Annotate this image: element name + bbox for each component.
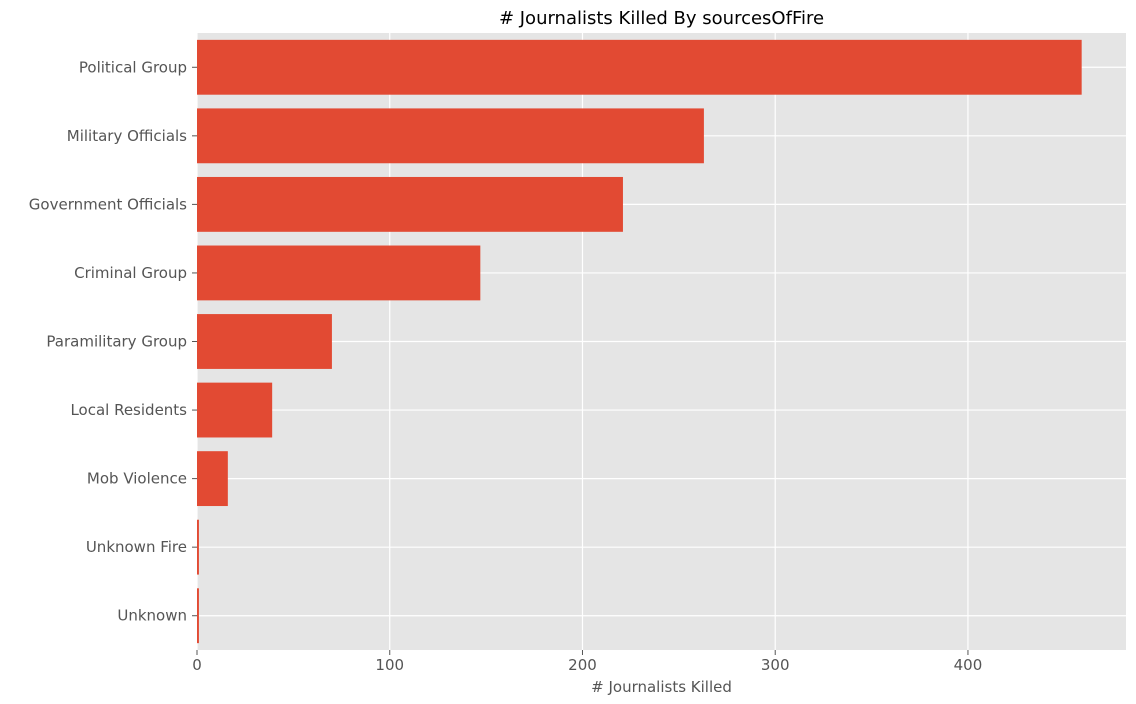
x-tick-label: 200	[568, 656, 597, 674]
bar	[197, 588, 199, 644]
bar	[197, 245, 481, 301]
chart-title: # Journalists Killed By sourcesOfFire	[499, 8, 824, 29]
x-tick-label: 100	[375, 656, 404, 674]
x-tick-label: 400	[954, 656, 983, 674]
y-tick-label: Paramilitary Group	[46, 333, 187, 351]
y-tick-label: Unknown Fire	[86, 538, 187, 556]
y-tick-label: Military Officials	[67, 127, 187, 145]
bar	[197, 176, 623, 232]
bar	[197, 314, 332, 369]
x-axis-label: # Journalists Killed	[591, 678, 732, 696]
x-axis: 0 100 200 300 400	[192, 650, 982, 674]
y-tick-label: Government Officials	[29, 195, 187, 213]
y-tick-label: Political Group	[79, 58, 187, 76]
bar	[197, 451, 228, 507]
bar	[197, 382, 273, 438]
bar	[197, 519, 199, 575]
y-tick-label: Mob Violence	[87, 470, 187, 488]
y-tick-label: Criminal Group	[74, 264, 187, 282]
bars	[197, 39, 1082, 644]
x-tick-label: 0	[192, 656, 202, 674]
bar	[197, 108, 704, 164]
x-tick-label: 300	[761, 656, 790, 674]
bar	[197, 39, 1082, 95]
y-tick-label: Local Residents	[70, 401, 187, 419]
y-axis: Political Group Military Officials Governm…	[29, 58, 197, 625]
y-tick-label: Unknown	[117, 607, 187, 625]
